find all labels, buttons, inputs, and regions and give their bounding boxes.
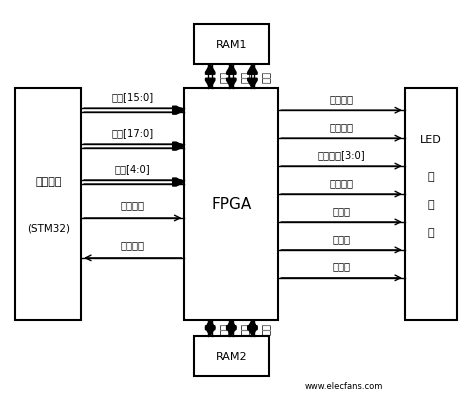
FancyArrow shape bbox=[227, 326, 236, 336]
Text: 蓝数据: 蓝数据 bbox=[333, 261, 351, 271]
Text: 地址: 地址 bbox=[240, 322, 250, 334]
Text: www.elecfans.com: www.elecfans.com bbox=[305, 381, 383, 390]
FancyArrow shape bbox=[173, 178, 185, 186]
Text: 器: 器 bbox=[428, 227, 434, 237]
FancyArrow shape bbox=[248, 326, 257, 336]
Text: 绿数据: 绿数据 bbox=[333, 233, 351, 243]
FancyArrow shape bbox=[248, 320, 257, 330]
FancyArrow shape bbox=[205, 65, 215, 75]
FancyArrow shape bbox=[227, 65, 236, 75]
Text: 灰度控制: 灰度控制 bbox=[329, 177, 354, 187]
FancyArrow shape bbox=[205, 326, 215, 336]
Text: (STM32): (STM32) bbox=[27, 223, 70, 233]
Text: LED: LED bbox=[420, 135, 442, 145]
Text: 状态指示: 状态指示 bbox=[121, 239, 145, 249]
Text: 控制[4:0]: 控制[4:0] bbox=[115, 164, 151, 174]
FancyArrow shape bbox=[205, 320, 215, 330]
Bar bbox=[185, 89, 278, 320]
Bar bbox=[194, 25, 269, 65]
FancyArrow shape bbox=[248, 79, 257, 89]
FancyArrow shape bbox=[173, 107, 185, 115]
FancyArrow shape bbox=[227, 320, 236, 330]
Text: 行选信号[3:0]: 行选信号[3:0] bbox=[318, 150, 365, 160]
Text: 数据: 数据 bbox=[219, 71, 228, 83]
Text: 控制: 控制 bbox=[261, 322, 271, 334]
FancyArrow shape bbox=[248, 65, 257, 75]
FancyArrow shape bbox=[173, 143, 185, 151]
Text: 数据[15:0]: 数据[15:0] bbox=[112, 92, 154, 102]
Text: 移位时钟: 移位时钟 bbox=[329, 94, 354, 104]
Text: FPGA: FPGA bbox=[211, 197, 252, 212]
Bar bbox=[194, 336, 269, 376]
Text: 红数据: 红数据 bbox=[333, 205, 351, 215]
Text: 锁存时钟: 锁存时钟 bbox=[329, 122, 354, 132]
FancyArrow shape bbox=[205, 79, 215, 89]
Text: 示: 示 bbox=[428, 199, 434, 209]
Bar bbox=[16, 89, 81, 320]
FancyArrow shape bbox=[227, 79, 236, 89]
Text: 地址: 地址 bbox=[240, 71, 250, 83]
Text: RAM1: RAM1 bbox=[216, 40, 247, 50]
Text: 总线选择: 总线选择 bbox=[121, 200, 145, 210]
Text: 控制: 控制 bbox=[261, 71, 271, 83]
Text: 显: 显 bbox=[428, 172, 434, 182]
Text: 地址[17:0]: 地址[17:0] bbox=[112, 128, 154, 138]
Text: RAM2: RAM2 bbox=[216, 351, 247, 361]
Text: 数据: 数据 bbox=[219, 322, 228, 334]
Text: 微处理器: 微处理器 bbox=[35, 176, 61, 186]
Bar bbox=[405, 89, 456, 320]
